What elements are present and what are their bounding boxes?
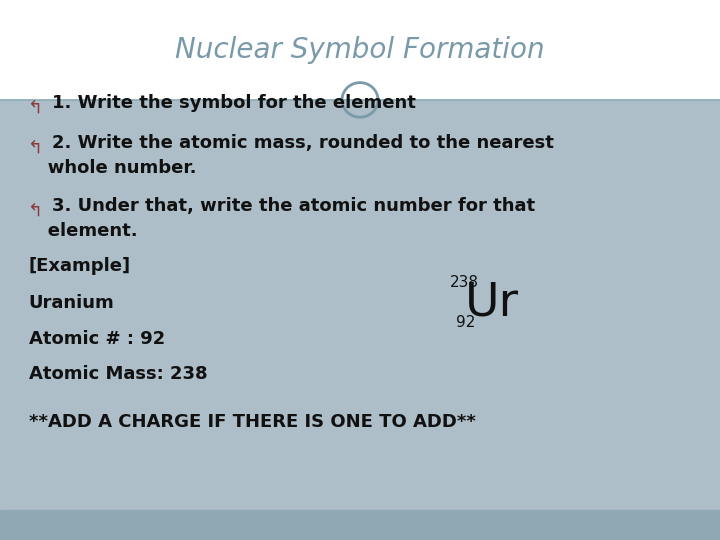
Text: Nuclear Symbol Formation: Nuclear Symbol Formation (175, 36, 545, 64)
Text: ↳: ↳ (22, 134, 37, 152)
Text: 92: 92 (456, 315, 475, 330)
Text: **ADD A CHARGE IF THERE IS ONE TO ADD**: **ADD A CHARGE IF THERE IS ONE TO ADD** (29, 413, 476, 431)
Text: 2. Write the atomic mass, rounded to the nearest: 2. Write the atomic mass, rounded to the… (52, 134, 554, 152)
Text: Atomic Mass: 238: Atomic Mass: 238 (29, 364, 207, 383)
Text: 238: 238 (450, 275, 479, 291)
Text: ↳: ↳ (22, 93, 37, 112)
Bar (0, 100, 720, 510)
Text: [Example]: [Example] (29, 256, 131, 275)
Text: whole number.: whole number. (29, 159, 197, 178)
Text: Uranium: Uranium (29, 294, 114, 313)
Text: Ur: Ur (464, 281, 518, 326)
Text: ↳: ↳ (22, 197, 37, 215)
Text: element.: element. (29, 222, 138, 240)
Text: 3. Under that, write the atomic number for that: 3. Under that, write the atomic number f… (52, 197, 535, 215)
Text: Atomic # : 92: Atomic # : 92 (29, 330, 165, 348)
Bar (0, 510, 720, 540)
Text: 1. Write the symbol for the element: 1. Write the symbol for the element (52, 93, 415, 112)
Bar (0, 0, 720, 100)
